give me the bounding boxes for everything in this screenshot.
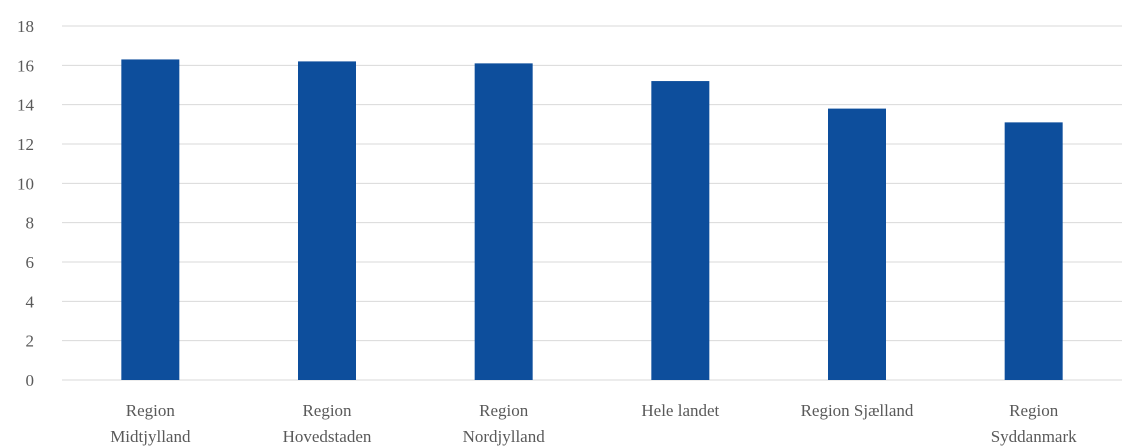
bar (651, 81, 710, 381)
gridlines (62, 25, 1122, 381)
y-tick-label: 16 (17, 56, 34, 75)
x-category-label: Region Hovedstaden (283, 401, 372, 446)
y-axis-tick-labels: 0 2 4 6 8 10 12 14 16 18 (17, 17, 35, 390)
x-category-label: Region Syddanmark (991, 401, 1077, 446)
bar (1004, 122, 1063, 380)
y-tick-label: 14 (17, 96, 35, 115)
bar (474, 63, 533, 380)
y-tick-label: 6 (26, 253, 35, 272)
x-category-label: Hele landet (641, 401, 719, 420)
bar (121, 59, 180, 380)
y-tick-label: 4 (26, 292, 35, 311)
y-tick-label: 0 (26, 371, 35, 390)
bar (298, 61, 356, 381)
x-category-label: Region Sjælland (801, 401, 914, 420)
y-tick-label: 12 (17, 135, 34, 154)
x-category-label: Region Midtjylland (110, 401, 191, 446)
x-axis-category-labels: Region Midtjylland Region Hovedstaden Region… (110, 401, 1077, 446)
bars (121, 59, 1063, 381)
bar (828, 108, 886, 380)
y-tick-label: 2 (26, 332, 35, 351)
y-tick-label: 18 (17, 17, 34, 36)
x-category-label: Region Nordjylland (463, 401, 546, 446)
y-tick-label: 8 (26, 214, 35, 233)
y-tick-label: 10 (17, 174, 34, 193)
